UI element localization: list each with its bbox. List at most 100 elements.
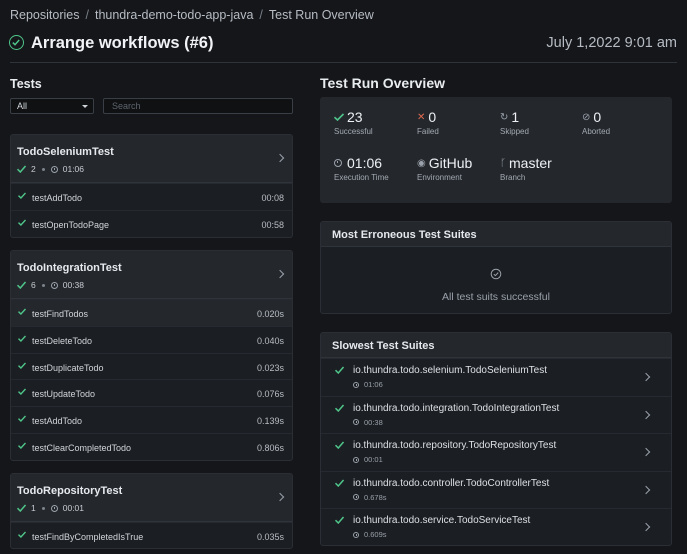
test-case-row[interactable]: testDuplicateTodo 0.023s (11, 352, 292, 380)
stat-value: 0 (593, 109, 602, 125)
test-suite-header[interactable]: TodoSeleniumTest 2 01:06 (11, 135, 292, 183)
github-icon: ◉ (417, 157, 426, 169)
test-case-duration: 0.040s (256, 335, 284, 346)
test-case-name: testDeleteTodo (32, 335, 93, 346)
test-case-name: testDuplicateTodo (32, 362, 104, 373)
breadcrumb-current: Test Run Overview (268, 8, 374, 22)
chevron-right-icon[interactable] (641, 485, 651, 494)
breadcrumb-separator: / (259, 8, 263, 22)
stat-label: Successful (334, 127, 373, 136)
most-erroneous-title: Most Erroneous Test Suites (321, 222, 671, 247)
slow-suite-time: 00:38 (353, 418, 383, 427)
test-case-name: testUpdateTodo (32, 389, 96, 400)
check-icon (18, 531, 26, 538)
test-suite-header[interactable]: TodoRepositoryTest 1 00:01 (11, 474, 292, 522)
clock-icon (50, 165, 58, 173)
test-suite-duration: 00:01 (62, 503, 85, 513)
page-title: Arrange workflows (#6) (31, 34, 214, 52)
status-filter-value: All (17, 101, 28, 111)
stat-execution-time: 01:06 Execution Time (334, 155, 389, 182)
test-case-row[interactable]: testAddTodo 00:08 (11, 183, 292, 210)
separator-dot (41, 506, 45, 510)
slow-suite-row[interactable]: io.thundra.todo.selenium.TodoSeleniumTes… (321, 358, 671, 396)
slow-suite-duration: 0.678s (364, 492, 387, 502)
slow-suite-duration: 00:38 (364, 417, 383, 427)
breadcrumb-repositories[interactable]: Repositories (10, 8, 80, 22)
test-case-row[interactable]: testDeleteTodo 0.040s (11, 325, 292, 353)
test-suite-meta: 6 00:38 (17, 280, 84, 290)
test-case-row[interactable]: testClearCompletedTodo 0.806s (11, 432, 292, 460)
stat-value: 1 (511, 109, 520, 125)
stat-branch: ᚴ master Branch (500, 155, 552, 182)
x-icon: ✕ (417, 111, 426, 123)
branch-icon: ᚴ (500, 157, 506, 169)
test-suite-card: TodoIntegrationTest 6 00:38 testFindTodo… (10, 250, 293, 461)
test-suite-count: 6 (31, 280, 36, 290)
chevron-right-icon[interactable] (641, 372, 651, 382)
check-icon (18, 308, 26, 315)
slowest-suites-panel: Slowest Test Suites io.thundra.todo.sele… (320, 332, 672, 546)
test-case-duration: 0.035s (256, 532, 284, 542)
slow-suite-name: io.thundra.todo.repository.TodoRepositor… (353, 440, 557, 451)
success-check-icon (9, 35, 24, 50)
separator-dot (41, 283, 45, 287)
separator-dot (41, 167, 45, 171)
stat-successful: 23 Successful (334, 109, 373, 136)
slow-suite-row[interactable]: io.thundra.todo.repository.TodoRepositor… (321, 433, 671, 471)
slow-suite-row[interactable]: io.thundra.todo.integration.TodoIntegrat… (321, 395, 671, 434)
test-suite-meta: 1 00:01 (17, 503, 84, 513)
check-icon (335, 366, 344, 374)
test-suite-duration: 01:06 (62, 164, 85, 174)
chevron-right-icon[interactable] (641, 522, 651, 532)
test-suite-count: 1 (31, 503, 36, 513)
test-case-name: testOpenTodoPage (32, 219, 110, 230)
status-filter-select[interactable]: All (10, 98, 94, 114)
test-suite-card: TodoRepositoryTest 1 00:01 testFindByCom… (10, 473, 293, 549)
slow-suite-time: 0.609s (353, 530, 387, 539)
slow-suite-time: 00:01 (353, 455, 383, 464)
test-case-duration: 0.139s (256, 416, 284, 427)
test-suite-count: 2 (31, 164, 36, 174)
slow-suite-row[interactable]: io.thundra.todo.controller.TodoControlle… (321, 470, 671, 509)
search-input[interactable] (103, 98, 293, 114)
check-icon (18, 362, 26, 369)
test-suite-name: TodoRepositoryTest (17, 485, 123, 497)
chevron-right-icon[interactable] (275, 153, 285, 163)
test-case-duration: 0.806s (256, 442, 284, 453)
stat-failed: ✕ 0 Failed (417, 109, 439, 136)
breadcrumb-repository[interactable]: thundra-demo-todo-app-java (94, 8, 254, 22)
test-case-row[interactable]: testOpenTodoPage 00:58 (11, 209, 292, 237)
test-case-duration: 00:08 (261, 193, 284, 203)
stat-label: Branch (500, 173, 526, 182)
check-icon (335, 404, 344, 412)
chevron-right-icon[interactable] (641, 447, 651, 457)
check-icon (18, 442, 26, 449)
chevron-right-icon[interactable] (275, 492, 285, 502)
clock-icon (50, 504, 58, 512)
slow-suite-time: 01:06 (353, 380, 383, 389)
chevron-right-icon[interactable] (641, 410, 651, 419)
test-case-row[interactable]: testFindByCompletedIsTrue 0.035s (11, 522, 292, 548)
test-case-row[interactable]: testUpdateTodo 0.076s (11, 379, 292, 406)
aborted-icon: ⊘ (582, 111, 591, 123)
test-case-row[interactable]: testFindTodos 0.020s (11, 299, 292, 326)
chevron-right-icon[interactable] (275, 269, 285, 279)
slow-suite-name: io.thundra.todo.integration.TodoIntegrat… (353, 402, 560, 414)
skip-icon: ↻ (500, 111, 509, 123)
slow-suite-row[interactable]: io.thundra.todo.service.TodoServiceTest … (321, 508, 671, 545)
test-case-row[interactable]: testAddTodo 0.139s (11, 406, 292, 433)
most-erroneous-panel: Most Erroneous Test Suites All test suit… (320, 221, 672, 314)
chevron-down-icon (82, 105, 88, 108)
check-icon (17, 165, 26, 173)
overview-stats-panel: 23 Successful ✕ 0 Failed ↻ 1 Skipped ⊘ 0 Ab… (320, 97, 672, 203)
stat-label: Failed (417, 127, 439, 136)
breadcrumb: Repositories / thundra-demo-todo-app-java /… (10, 8, 374, 22)
check-icon (335, 479, 344, 487)
slow-suite-duration: 01:06 (364, 380, 383, 389)
search-success-icon (490, 268, 502, 280)
check-icon (18, 219, 26, 226)
stat-value: 01:06 (347, 155, 383, 171)
test-suite-header[interactable]: TodoIntegrationTest 6 00:38 (11, 251, 292, 299)
check-icon (334, 113, 344, 121)
stat-value: 0 (428, 109, 437, 125)
